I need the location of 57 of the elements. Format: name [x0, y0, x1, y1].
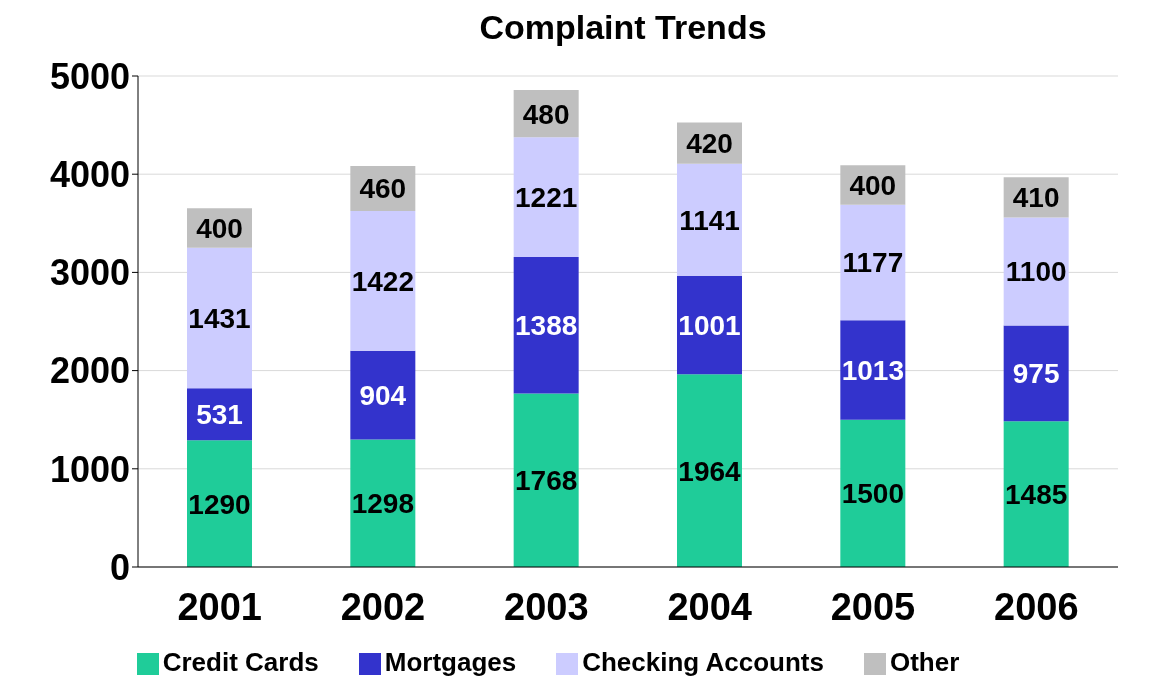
bar [350, 211, 416, 351]
data-label: 1177 [842, 247, 904, 279]
bar [350, 439, 416, 567]
x-tick-label: 2005 [830, 585, 916, 628]
y-tick-label: 0 [109, 546, 130, 588]
y-tick-label: 3000 [49, 252, 130, 294]
data-label: 975 [1012, 358, 1060, 390]
data-label: 460 [359, 173, 407, 205]
data-label: 400 [196, 212, 243, 244]
bar [677, 374, 742, 567]
data-label: 1485 [1005, 479, 1068, 511]
bar [840, 320, 906, 420]
legend-label: Other [889, 647, 960, 677]
bar [187, 247, 252, 389]
bar [1003, 325, 1069, 422]
legend-label: Checking Accounts [582, 647, 824, 677]
x-tick-label: 2002 [340, 585, 426, 628]
data-label: 480 [522, 98, 570, 130]
data-label: 1964 [678, 455, 742, 487]
data-label: 1013 [841, 354, 904, 386]
y-tick-label: 1000 [49, 448, 130, 490]
bar [677, 163, 742, 276]
bar [513, 137, 579, 258]
legend-label: Credit Cards [162, 647, 319, 677]
y-tick-label: 4000 [49, 153, 130, 195]
y-tick-label: 5000 [49, 55, 130, 97]
x-tick-label: 2001 [177, 585, 262, 628]
x-tick-label: 2003 [504, 585, 589, 628]
x-tick-label: 2006 [994, 585, 1079, 628]
data-label: 400 [849, 169, 897, 201]
chart-title: Complaint Trends [478, 8, 768, 48]
data-label: 1431 [188, 302, 251, 334]
bar [1003, 217, 1069, 326]
data-label: 410 [1012, 182, 1060, 214]
bar [840, 419, 906, 567]
data-label: 1298 [351, 488, 414, 520]
bar [187, 440, 252, 567]
bar [513, 393, 579, 567]
x-tick-label: 2004 [667, 585, 752, 628]
data-label: 1141 [679, 204, 740, 236]
data-label: 1001 [678, 309, 741, 341]
data-label: 1500 [841, 478, 904, 510]
data-label: 1100 [1005, 256, 1067, 288]
data-label: 1388 [515, 310, 578, 342]
data-label: 1221 [515, 182, 578, 214]
data-label: 420 [686, 128, 733, 160]
bar [513, 257, 579, 394]
data-label: 1768 [515, 465, 578, 497]
bar [350, 350, 416, 440]
y-tick-label: 2000 [49, 350, 130, 392]
data-label: 1290 [188, 488, 251, 520]
legend-label: Mortgages [384, 647, 517, 677]
bar [840, 204, 906, 321]
data-label: 904 [359, 380, 407, 412]
data-label: 531 [196, 399, 243, 431]
data-label: 1422 [351, 265, 414, 297]
bar [1003, 421, 1069, 567]
